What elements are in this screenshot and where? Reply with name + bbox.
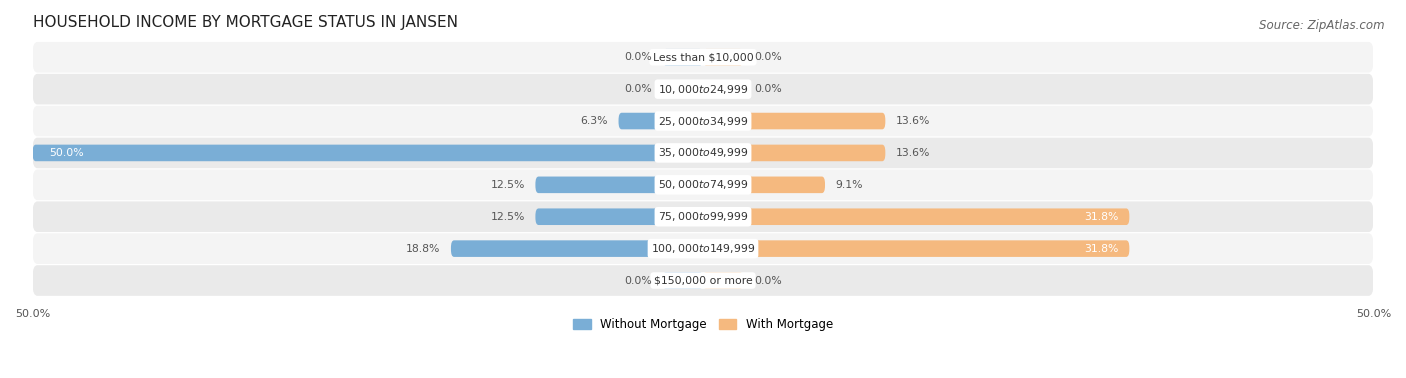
Text: 31.8%: 31.8%: [1084, 212, 1119, 222]
Text: 0.0%: 0.0%: [624, 52, 652, 62]
FancyBboxPatch shape: [32, 138, 1374, 168]
Text: 18.8%: 18.8%: [406, 243, 440, 254]
FancyBboxPatch shape: [703, 272, 744, 289]
FancyBboxPatch shape: [536, 177, 703, 193]
Text: $75,000 to $99,999: $75,000 to $99,999: [658, 210, 748, 223]
FancyBboxPatch shape: [662, 49, 703, 65]
Text: $10,000 to $24,999: $10,000 to $24,999: [658, 83, 748, 96]
FancyBboxPatch shape: [32, 42, 1374, 73]
FancyBboxPatch shape: [703, 49, 744, 65]
FancyBboxPatch shape: [703, 113, 886, 129]
Text: 13.6%: 13.6%: [896, 148, 931, 158]
Text: HOUSEHOLD INCOME BY MORTGAGE STATUS IN JANSEN: HOUSEHOLD INCOME BY MORTGAGE STATUS IN J…: [32, 15, 457, 30]
Text: $50,000 to $74,999: $50,000 to $74,999: [658, 178, 748, 191]
FancyBboxPatch shape: [32, 169, 1374, 200]
Text: Source: ZipAtlas.com: Source: ZipAtlas.com: [1260, 19, 1385, 32]
Text: 0.0%: 0.0%: [754, 84, 782, 94]
FancyBboxPatch shape: [536, 208, 703, 225]
Text: 0.0%: 0.0%: [624, 276, 652, 285]
Text: 13.6%: 13.6%: [896, 116, 931, 126]
FancyBboxPatch shape: [619, 113, 703, 129]
Text: 6.3%: 6.3%: [581, 116, 607, 126]
Text: 9.1%: 9.1%: [835, 180, 863, 190]
Text: 0.0%: 0.0%: [624, 84, 652, 94]
FancyBboxPatch shape: [703, 240, 1129, 257]
FancyBboxPatch shape: [703, 177, 825, 193]
Text: $150,000 or more: $150,000 or more: [654, 276, 752, 285]
FancyBboxPatch shape: [32, 233, 1374, 264]
Text: Less than $10,000: Less than $10,000: [652, 52, 754, 62]
FancyBboxPatch shape: [32, 74, 1374, 104]
FancyBboxPatch shape: [451, 240, 703, 257]
Legend: Without Mortgage, With Mortgage: Without Mortgage, With Mortgage: [568, 313, 838, 336]
Text: 12.5%: 12.5%: [491, 212, 524, 222]
FancyBboxPatch shape: [703, 81, 744, 98]
FancyBboxPatch shape: [662, 81, 703, 98]
Text: 0.0%: 0.0%: [754, 52, 782, 62]
FancyBboxPatch shape: [662, 272, 703, 289]
Text: 12.5%: 12.5%: [491, 180, 524, 190]
Text: 50.0%: 50.0%: [49, 148, 83, 158]
FancyBboxPatch shape: [32, 145, 703, 161]
FancyBboxPatch shape: [32, 265, 1374, 296]
Text: $100,000 to $149,999: $100,000 to $149,999: [651, 242, 755, 255]
FancyBboxPatch shape: [32, 201, 1374, 232]
Text: $25,000 to $34,999: $25,000 to $34,999: [658, 115, 748, 127]
FancyBboxPatch shape: [32, 106, 1374, 136]
FancyBboxPatch shape: [703, 145, 886, 161]
Text: $35,000 to $49,999: $35,000 to $49,999: [658, 146, 748, 160]
Text: 31.8%: 31.8%: [1084, 243, 1119, 254]
FancyBboxPatch shape: [703, 208, 1129, 225]
Text: 0.0%: 0.0%: [754, 276, 782, 285]
